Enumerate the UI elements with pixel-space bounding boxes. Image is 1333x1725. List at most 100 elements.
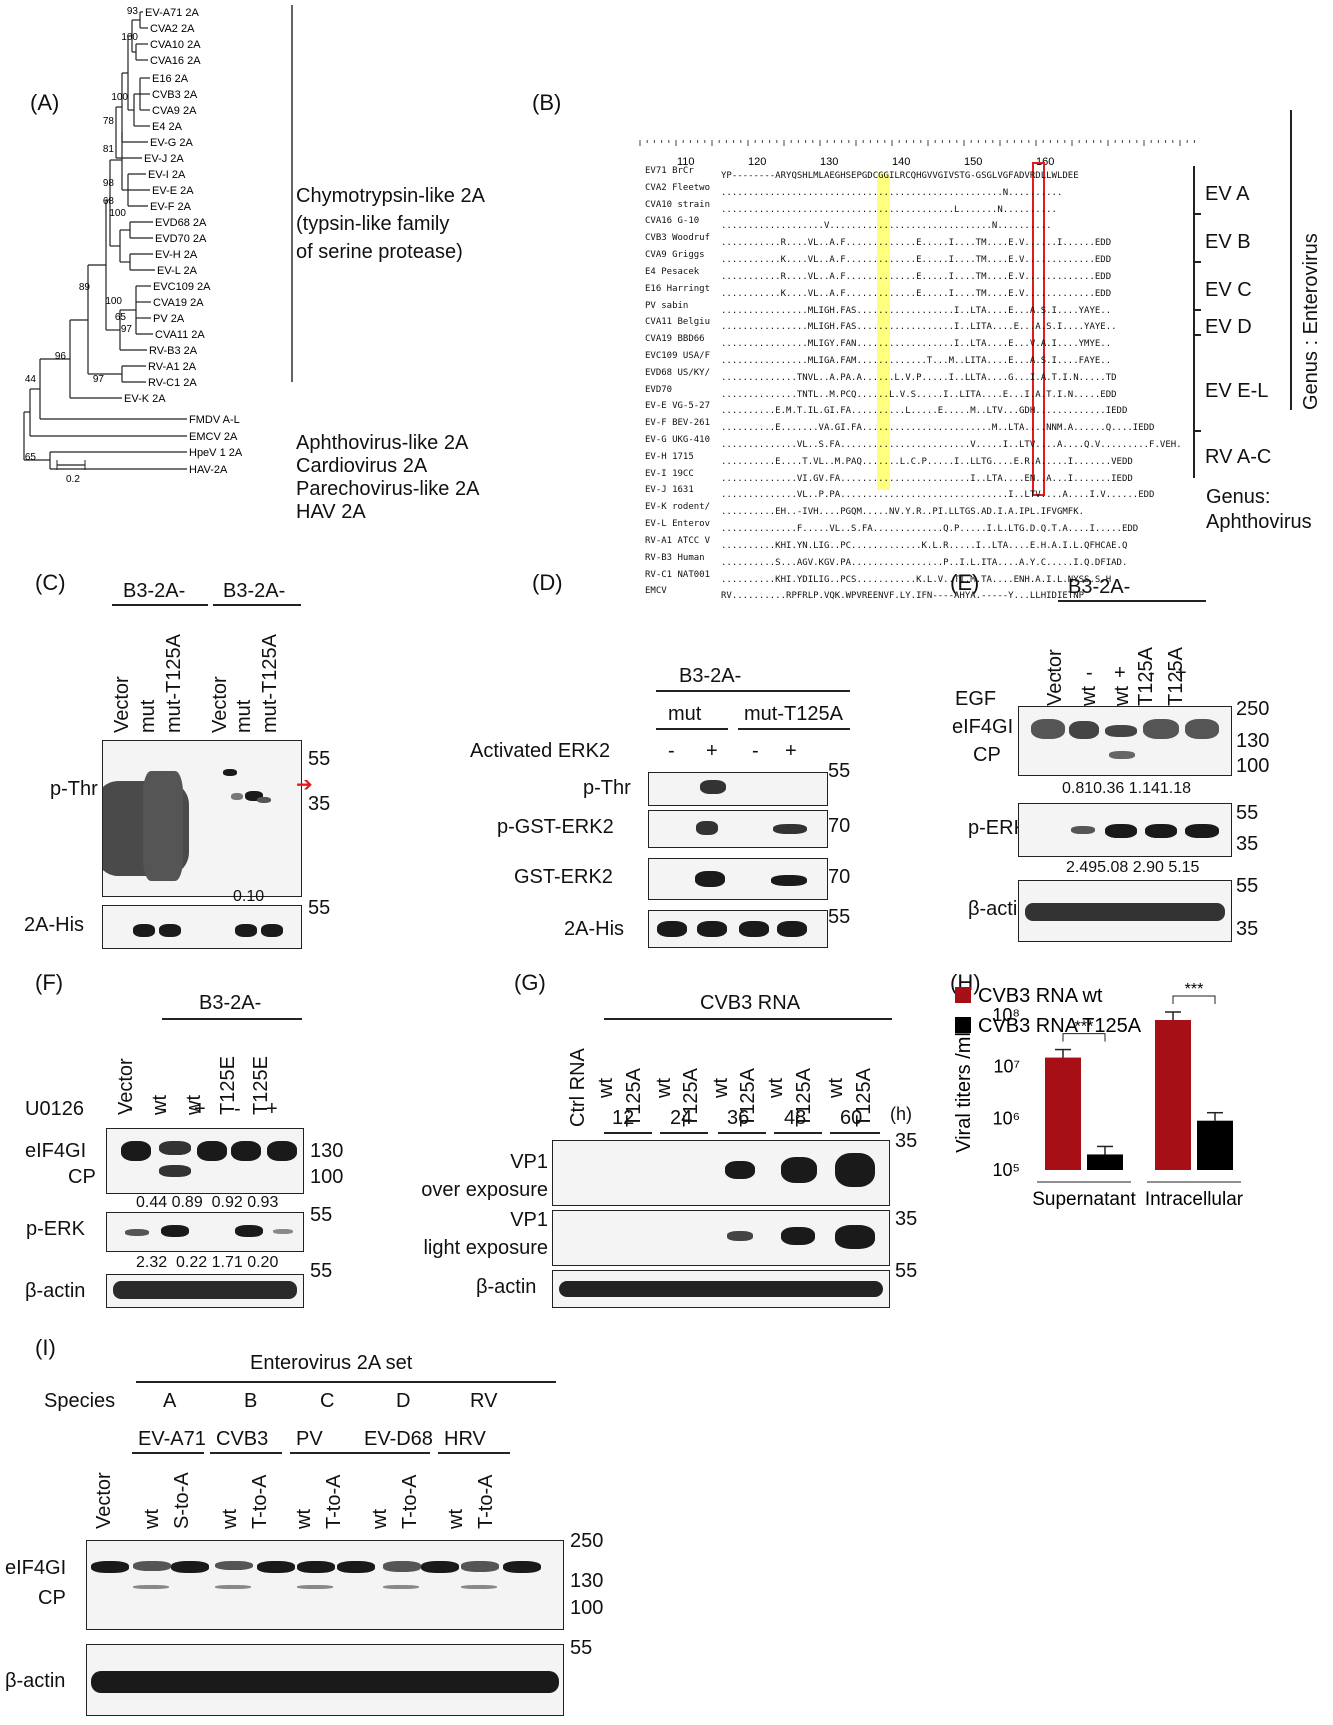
bootstrap-value: 65 [25, 452, 37, 463]
lane-g-6: wt [710, 1078, 732, 1098]
panel-d-label: (D) [532, 570, 563, 595]
taxon-1: CVA2 2A [150, 23, 195, 35]
time-36: 36 [727, 1107, 750, 1129]
alignment-row: PV sabin ................MLIGH.FAS.......… [645, 301, 1182, 318]
blot-g-actin [552, 1270, 890, 1308]
marker-i-250: 250 [570, 1530, 604, 1552]
blot-d-gst [648, 858, 828, 900]
bar-supernatant-1 [1087, 1154, 1123, 1170]
panel-a-label: (A) [30, 90, 60, 115]
taxon-13: EVD68 2A [155, 217, 207, 229]
blot-g-vp1-light [552, 1210, 890, 1266]
lane-i-5: wt [293, 1509, 315, 1529]
viral-titer-chart: CVB3 RNA wt CVB3 RNA T125A 10⁵ 10⁶ 10⁷ 10⁸ Vir… [953, 981, 1244, 1210]
taxon-11: EV-E 2A [152, 185, 194, 197]
significance-bracket [1172, 995, 1216, 1005]
alignment-row: EV-J 1631 ..............VL..P.PA.........… [645, 485, 1182, 502]
sequence-name: EV-E VG-5-27 [645, 401, 711, 412]
sequence-name: EV-K rodent/ [645, 502, 711, 513]
panel-i-header: Enterovirus 2A set [250, 1352, 413, 1374]
row-label-e-eif4gi: eIF4GI [952, 716, 1014, 738]
sequence-name: CVA9 Griggs [645, 250, 705, 261]
sequence-name: EV-F BEV-261 [645, 418, 711, 429]
blot-e-perk [1018, 803, 1232, 857]
sequence: ..............TNTL..M.PCQ......L.V.S....… [721, 389, 1117, 400]
group-rv-a-c: RV A-C [1205, 446, 1272, 468]
bootstrap-value: 65 [115, 312, 127, 323]
eif4gi-band [257, 1561, 295, 1573]
row-label-d-gst: GST-ERK2 [514, 866, 613, 888]
clade-labels-other: Aphthovirus-like 2A Cardiovirus 2A Parec… [296, 432, 479, 524]
marker-d-55b: 55 [828, 906, 851, 928]
row-label-i-eif4gi: eIF4GI [5, 1557, 67, 1579]
sign-f-1: - [126, 1098, 133, 1120]
sign-e-3: + [1114, 662, 1126, 684]
blot-i-actin [86, 1644, 564, 1716]
blot-i-eif4gi [86, 1540, 564, 1630]
ruler-number: 140 [892, 156, 910, 168]
taxon-24: EV-K 2A [124, 393, 166, 405]
cp-band [215, 1585, 251, 1589]
taxon-21: RV-B3 2A [149, 345, 198, 357]
y-axis-label: Viral titers /ml [953, 1032, 975, 1153]
row-label-d-2a-his: 2A-His [564, 918, 625, 940]
alignment-row: EVC109 USA/F ................MLIGA.FAM...… [645, 351, 1182, 368]
virus-0: EV-A71 [138, 1428, 206, 1450]
marker-e-130: 130 [1236, 730, 1270, 752]
sign-e-4: - [1148, 662, 1155, 684]
taxon-28: HAV-2A [189, 464, 228, 476]
marker-f-100: 100 [310, 1166, 344, 1188]
clade-label-parechovirus: Parechovirus-like 2A [296, 478, 480, 500]
treatment-d: Activated ERK2 [470, 740, 611, 762]
y-tick-label: 10⁸ [992, 1005, 1020, 1025]
bootstrap-value: 44 [25, 374, 37, 385]
sequence: ..........E.M.T.IL.GI.FA..........L.....… [721, 406, 1128, 417]
marker-g-35: 35 [895, 1130, 918, 1152]
taxon-18: CVA19 2A [153, 297, 204, 309]
significance-bracket [1062, 1033, 1106, 1042]
sequence-name: CVB3 Woodruf [645, 233, 711, 244]
cp-band [461, 1585, 497, 1589]
row-label-e-actin: β-actin [968, 898, 1029, 920]
marker-e-55b: 55 [1236, 875, 1259, 897]
taxon-9: EV-J 2A [144, 153, 184, 165]
legend-swatch-1 [955, 1017, 971, 1033]
sequence-name: CVA19 BBD66 [645, 334, 705, 345]
row-label-g-vp1-over: VP1 over exposure [421, 1151, 548, 1201]
sequence-name: EV-H 1715 [645, 451, 694, 462]
taxon-8: EV-G 2A [150, 137, 193, 149]
marker-d-70b: 70 [828, 866, 851, 888]
y-tick-label: 10⁶ [993, 1108, 1020, 1128]
virus-underline [132, 1452, 204, 1454]
time-unit: (h) [890, 1104, 912, 1124]
bar-intracellular-1 [1197, 1120, 1233, 1170]
taxon-27: HpeV 1 2A [189, 447, 243, 459]
row-label-f-perk: p-ERK [26, 1218, 85, 1240]
bootstrap-value: 96 [55, 351, 67, 362]
genus-enterovirus-label: Genus : Enterovirus [1300, 233, 1322, 410]
blot-c-2a-his [102, 905, 302, 949]
sequence: ..........KHI.YDILIG..PCS...........K.L.… [721, 574, 1112, 585]
sequence-name: EV71 BrCr [645, 166, 694, 176]
panel-e-label: (E) [950, 570, 980, 595]
taxon-10: EV-I 2A [148, 169, 186, 181]
marker-e-100: 100 [1236, 755, 1270, 777]
bootstrap-value: 68 [103, 196, 115, 207]
sequence-name: EV-G UKG-410 [645, 435, 711, 445]
sequence: ..........E....T.VL..M.PAQ.......L.C.P..… [721, 456, 1133, 467]
marker-e-55: 55 [1236, 802, 1259, 824]
sequence: ................MLIGY.FAN...............… [721, 339, 1112, 350]
marker-c-35: 35 [308, 793, 331, 815]
marker-g-35b: 35 [895, 1208, 918, 1230]
sequence-name: E4 Pesacek [645, 266, 700, 277]
sequence: ..........EH..-IVH....PGQM.....NV.Y.R..P… [721, 507, 1085, 518]
taxon-7: E4 2A [152, 121, 183, 133]
alignment-row: EV-F BEV-261 ..........E.......VA.GI.FA..… [645, 418, 1182, 435]
row-label-f-actin: β-actin [25, 1280, 86, 1302]
red-arrow-icon: ➔ [296, 774, 313, 796]
alignment-row: EV-H 1715 ..........E....T.VL..M.PAQ.....… [645, 452, 1182, 469]
lane-i-8: T-to-A [399, 1474, 421, 1529]
blot-e-actin [1018, 880, 1232, 942]
virus-3: EV-D68 [364, 1428, 433, 1450]
eif4gi-band [91, 1561, 129, 1573]
